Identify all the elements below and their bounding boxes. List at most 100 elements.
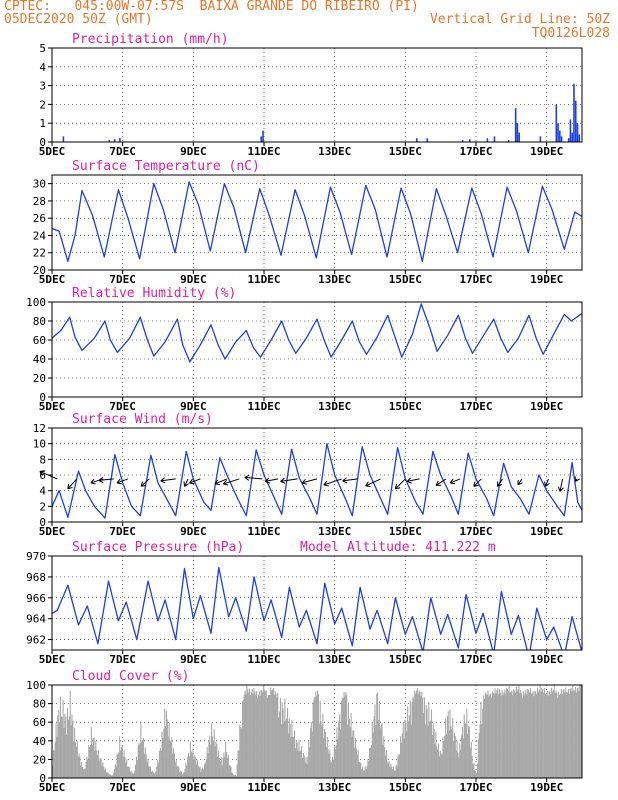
cloud-bar: [536, 694, 538, 778]
cloud-bar: [288, 718, 290, 778]
cloud-bar: [200, 771, 202, 778]
cloud-bar: [241, 728, 243, 778]
cloud-bar: [347, 702, 349, 778]
panel-pressure: 962 964 966 968 970 5DEC 7DEC 9DEC 11DEC 13DEC 15D…: [26, 540, 583, 666]
cloud-bar: [72, 720, 74, 778]
cloud-bar: [410, 724, 412, 778]
cloud-bar: [228, 765, 230, 778]
cloud-bar: [52, 765, 54, 778]
cloud-bar: [67, 719, 69, 778]
cloud-bar: [80, 765, 82, 778]
cloud-bar: [168, 722, 170, 778]
cloud-bar: [528, 690, 530, 778]
cloud-bar: [543, 692, 545, 778]
panel-precipitation: 0 1 2 3 4 5 5DEC 7DEC 9DEC 11DEC 13DEC 15DEC 17DEC 19…: [39, 32, 583, 158]
cloud-bar: [104, 769, 106, 778]
cloud-bar: [183, 771, 185, 778]
cloud-bar: [53, 750, 55, 778]
cloud-bar: [512, 695, 514, 778]
cloud-bar: [274, 690, 276, 778]
y-tick-label: 24: [33, 229, 47, 242]
cloud-bar: [237, 750, 239, 778]
precip-bar: [461, 140, 464, 142]
cloud-bar: [469, 747, 471, 778]
cloud-bar: [354, 737, 357, 778]
cloud-bar: [116, 754, 118, 778]
precip-bar: [518, 132, 520, 142]
cloud-bar: [251, 689, 253, 778]
cloud-bar: [571, 691, 573, 778]
cloud-bar: [219, 761, 221, 778]
cloud-bar: [298, 739, 300, 778]
cloud-bar: [428, 701, 430, 778]
cloud-bar: [314, 696, 316, 778]
cloud-bar: [132, 773, 134, 778]
panel-frame-precipitation: [51, 47, 583, 143]
wind-vector: [67, 478, 78, 490]
series-line-wind: [52, 443, 582, 519]
cloud-bar: [291, 720, 293, 778]
x-tick-label: 15DEC: [389, 400, 422, 413]
cloud-bar: [407, 723, 410, 778]
cloud-bar: [568, 693, 570, 778]
y-tick-label: 80: [33, 315, 46, 328]
cloud-bar: [258, 691, 260, 778]
cloud-bar: [77, 756, 79, 778]
cloud-bar: [540, 691, 542, 778]
cloud-bar: [246, 685, 248, 778]
cloud-bar: [128, 766, 130, 778]
wind-vector: [544, 478, 550, 487]
cloud-bar: [405, 722, 407, 778]
x-tick-label: 9DEC: [180, 653, 207, 666]
cloud-bar: [561, 694, 563, 778]
cloud-bar: [547, 696, 549, 778]
precip-bar: [516, 123, 519, 142]
model-altitude-label: Model Altitude: 411.222 m: [300, 540, 496, 555]
cloud-bar: [178, 766, 180, 778]
wind-vector: [517, 478, 523, 486]
panel-frame-humidity: [51, 301, 583, 398]
cloud-bar: [376, 693, 378, 778]
cloud-bar: [442, 736, 444, 778]
x-tick-label: 15DEC: [389, 273, 422, 286]
cloud-bar: [372, 732, 374, 778]
cloud-bar: [468, 726, 471, 778]
cloud-bar: [506, 689, 508, 778]
precip-bar: [468, 139, 471, 142]
x-tick-label: 17DEC: [459, 653, 492, 666]
cloud-bar: [216, 743, 218, 778]
cloud-bar: [416, 688, 418, 778]
wind-vector: [280, 477, 298, 484]
cloud-bar: [452, 718, 454, 778]
cloud-bar: [171, 737, 173, 778]
cloud-bar: [85, 761, 87, 778]
cloud-bar: [153, 774, 155, 778]
cloud-bar: [287, 733, 289, 778]
cloud-bar: [384, 747, 386, 778]
cloud-bar: [492, 692, 494, 778]
cloud-bar: [413, 697, 415, 778]
cloud-bar: [572, 685, 574, 778]
cloud-bar: [276, 697, 278, 778]
cloud-bar: [198, 767, 200, 778]
y-tick-label: 8: [39, 453, 46, 466]
cloud-bar: [407, 706, 409, 778]
cloud-bar: [546, 690, 548, 778]
cloud-bar: [383, 736, 385, 778]
cloud-bar: [211, 723, 213, 778]
cloud-bar: [86, 756, 88, 778]
wind-vector: [160, 477, 176, 484]
cloud-bar: [367, 759, 369, 778]
x-tick-label: 13DEC: [318, 653, 351, 666]
series-humidity: [52, 303, 582, 363]
cloud-bar: [529, 687, 531, 778]
cloud-bar: [271, 689, 274, 778]
cloud-bar: [420, 696, 422, 778]
y-tick-label: 962: [26, 634, 46, 647]
cloud-bar: [242, 699, 244, 778]
cloud-bar: [358, 762, 360, 778]
y-tick-label: 40: [33, 735, 46, 748]
cloud-bar: [144, 747, 146, 778]
cloud-bar: [524, 693, 526, 778]
cloud-bar: [304, 762, 306, 778]
